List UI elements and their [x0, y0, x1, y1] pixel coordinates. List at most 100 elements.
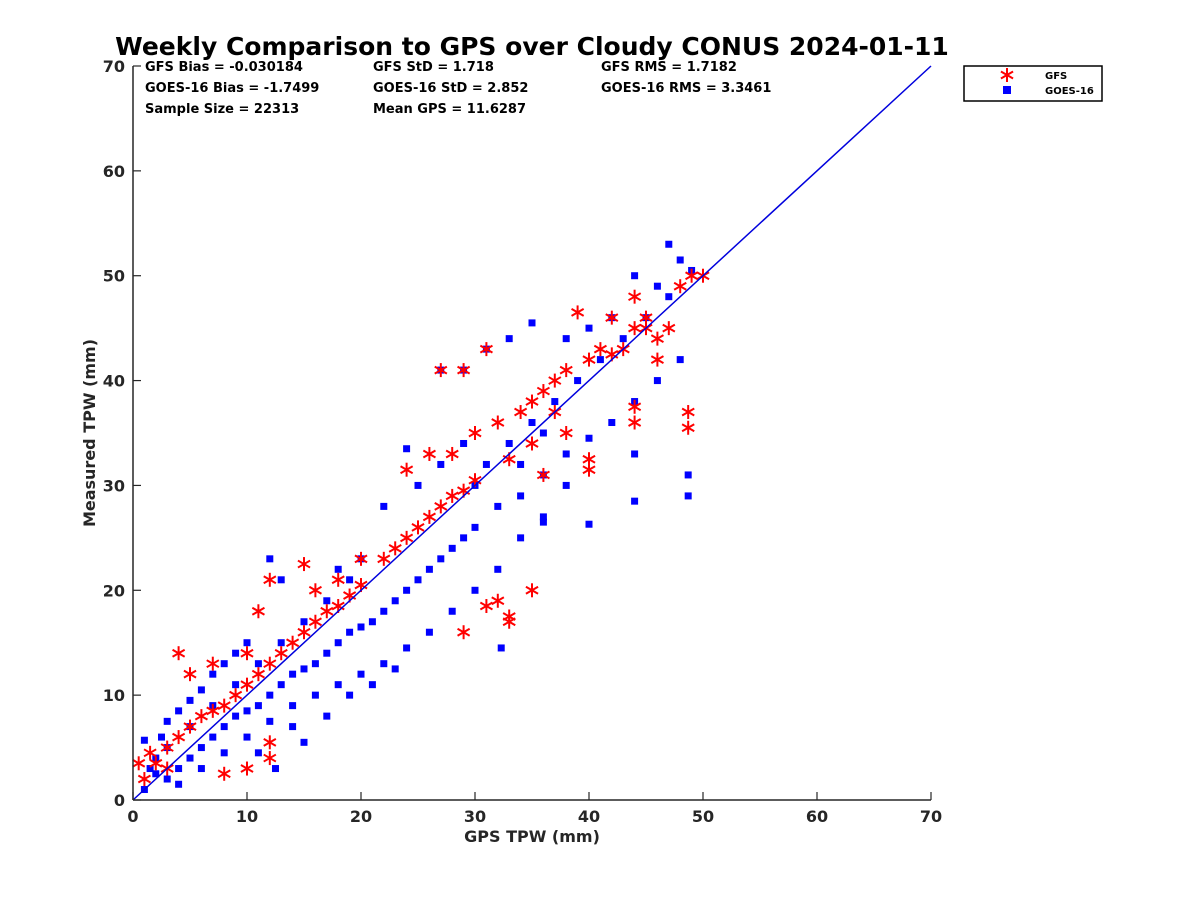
asterisk-stroke	[137, 774, 151, 784]
point-goes-16	[254, 702, 262, 710]
legend-goes-marker	[1003, 86, 1011, 94]
point-goes-16	[631, 272, 639, 280]
point-gfs	[593, 342, 607, 357]
point-goes-16	[311, 691, 319, 699]
asterisk-stroke	[559, 428, 573, 438]
asterisk-stroke	[434, 502, 448, 511]
point-gfs	[308, 614, 322, 629]
point-gfs	[479, 599, 493, 614]
point-gfs	[639, 310, 653, 325]
legend-goes-label: GOES-16	[1045, 86, 1094, 97]
point-goes-16	[574, 377, 582, 385]
point-goes-16	[403, 586, 411, 594]
point-goes-16	[460, 534, 468, 542]
point-goes-16	[346, 691, 354, 699]
point-gfs	[479, 342, 493, 357]
point-gfs	[354, 551, 368, 566]
point-goes-16	[494, 502, 502, 510]
point-gfs	[229, 688, 243, 703]
asterisk-stroke	[479, 344, 493, 354]
point-goes-16	[277, 639, 285, 647]
point-goes-16	[403, 644, 411, 652]
legend-gfs-asterisk	[1000, 68, 1014, 82]
asterisk-stroke	[183, 669, 197, 679]
point-gfs	[263, 572, 277, 587]
point-goes-16	[665, 240, 673, 248]
asterisk-stroke	[628, 402, 642, 412]
point-goes-16	[380, 502, 388, 510]
asterisk-stroke	[297, 627, 311, 637]
point-goes-16	[197, 765, 205, 773]
point-gfs	[286, 635, 300, 650]
point-goes-16	[425, 628, 433, 636]
y-tick-label: 30	[103, 476, 125, 495]
point-goes-16	[289, 670, 297, 678]
point-gfs	[502, 614, 516, 629]
y-tick-label: 70	[103, 57, 125, 76]
asterisk-stroke	[479, 601, 493, 611]
point-gfs	[320, 604, 334, 619]
asterisk-stroke	[582, 465, 596, 475]
point-gfs	[194, 709, 208, 724]
asterisk-stroke	[491, 596, 505, 606]
asterisk-stroke	[143, 748, 157, 758]
point-gfs	[331, 572, 345, 587]
asterisk-stroke	[194, 711, 208, 721]
point-goes-16	[676, 256, 684, 264]
stat-gfs-std: GFS StD = 1.718	[373, 60, 494, 75]
asterisk-stroke	[662, 323, 676, 333]
point-goes-16	[414, 576, 422, 584]
point-goes-16	[585, 434, 593, 442]
point-gfs	[274, 646, 288, 661]
point-goes-16	[684, 492, 692, 500]
point-gfs	[400, 462, 414, 477]
point-gfs	[434, 363, 448, 378]
point-goes-16	[197, 744, 205, 752]
point-gfs	[172, 730, 186, 745]
point-goes-16	[497, 644, 505, 652]
asterisk-stroke	[468, 428, 482, 438]
asterisk-stroke	[263, 737, 277, 747]
asterisk-stroke	[217, 701, 231, 710]
legend-gfs-label: GFS	[1045, 71, 1067, 82]
asterisk-stroke	[681, 423, 695, 433]
point-gfs	[422, 509, 436, 524]
y-tick-label: 40	[103, 372, 125, 391]
point-gfs	[183, 719, 197, 734]
x-tick-label: 40	[578, 807, 600, 826]
y-tick-label: 10	[103, 686, 125, 705]
point-goes-16	[243, 707, 251, 715]
point-gfs	[445, 446, 459, 461]
point-goes-16	[232, 649, 240, 657]
asterisk-stroke	[251, 606, 265, 616]
point-goes-16	[334, 565, 342, 573]
point-goes-16	[272, 765, 279, 773]
point-goes-16	[619, 335, 627, 343]
point-gfs	[149, 756, 163, 771]
point-gfs	[183, 667, 197, 682]
point-goes-16	[346, 628, 354, 636]
point-goes-16	[175, 765, 183, 773]
asterisk-stroke	[582, 454, 596, 464]
point-gfs	[251, 604, 265, 619]
asterisk-stroke	[571, 308, 585, 317]
asterisk-stroke	[434, 365, 448, 375]
stat-gfs-rms: GFS RMS = 1.7182	[601, 60, 737, 75]
point-goes-16	[562, 450, 570, 458]
asterisk-stroke	[274, 648, 288, 658]
stats-block: GFS Bias = -0.030184 GFS StD = 1.718 GFS…	[145, 60, 771, 117]
point-gfs	[297, 557, 311, 572]
point-gfs	[628, 289, 642, 304]
point-goes-16	[266, 555, 274, 563]
point-goes-16	[300, 738, 308, 746]
asterisk-stroke	[240, 764, 254, 773]
asterisk-stroke	[160, 743, 174, 752]
asterisk-stroke	[400, 465, 414, 475]
asterisk-stroke	[172, 648, 186, 658]
x-tick-label: 70	[920, 807, 942, 826]
point-gfs	[548, 373, 562, 388]
asterisk-stroke	[240, 648, 254, 658]
stat-mean-gps: Mean GPS = 11.6287	[373, 102, 526, 117]
asterisk-stroke	[445, 491, 459, 501]
